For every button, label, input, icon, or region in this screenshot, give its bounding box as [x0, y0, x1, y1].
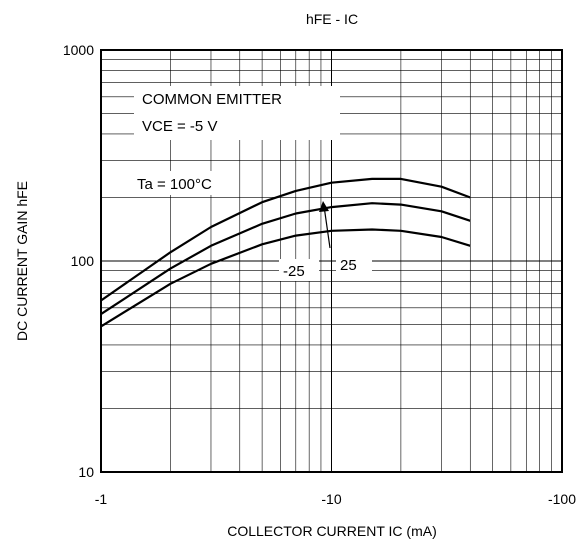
y-tick-labels: 10 100 1000 [63, 42, 94, 480]
x-tick-label: -100 [548, 491, 576, 507]
series-line-1 [100, 202, 471, 316]
label-arrow-head [319, 201, 329, 212]
y-tick-label: 1000 [63, 42, 94, 58]
annotation-vce: VCE = -5 V [142, 118, 217, 135]
y-tick-label: 10 [78, 464, 94, 480]
annotation-background [134, 86, 340, 140]
label-background-minus25 [279, 259, 319, 281]
y-axis-label: DC CURRENT GAIN hFE [14, 181, 30, 341]
series-line-2 [100, 228, 471, 328]
label-background-100c [133, 171, 223, 195]
series-label-100c: Ta = 100°C [137, 176, 212, 193]
series-label-minus25: -25 [283, 263, 305, 280]
annotation-common-emitter: COMMON EMITTER [142, 91, 282, 108]
chart-title: hFE - IC [306, 11, 358, 27]
label-background-25 [336, 254, 372, 276]
x-tick-label: -1 [95, 491, 108, 507]
x-axis-label: COLLECTOR CURRENT IC (mA) [227, 523, 437, 539]
series-lines [100, 177, 471, 328]
x-tick-label: -10 [321, 491, 341, 507]
series-line-0 [100, 177, 471, 302]
plot-frame [100, 49, 563, 473]
y-tick-label: 100 [71, 253, 95, 269]
x-tick-labels: -1 -10 -100 [95, 491, 576, 507]
label-arrow-shaft [323, 205, 331, 249]
series-label-25: 25 [340, 257, 357, 274]
